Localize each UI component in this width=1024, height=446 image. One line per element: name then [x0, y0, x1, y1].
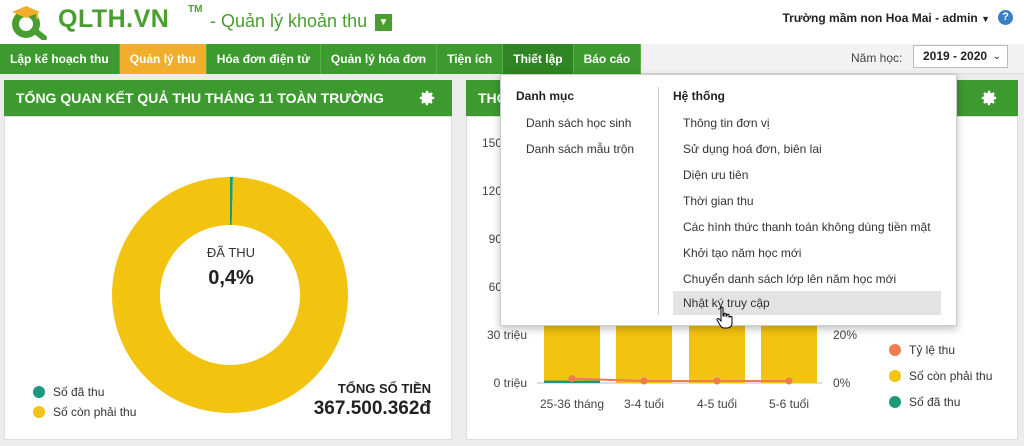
year-select[interactable]: 2019 - 2020 ⌄: [913, 45, 1008, 68]
legend-item-rate: Tỷ lệ thu: [889, 343, 955, 357]
menu-item-unit-info[interactable]: Thông tin đơn vị: [683, 116, 770, 130]
nav-item-manage-invoices[interactable]: Quản lý hóa đơn: [321, 44, 438, 74]
help-icon[interactable]: ?: [998, 10, 1013, 25]
caret-down-icon: ▼: [981, 14, 990, 24]
y-tick-label: 90: [489, 232, 503, 246]
legend-label: Số còn phải thu: [909, 369, 993, 383]
menu-item-cashless-payment[interactable]: Các hình thức thanh toán không dùng tiền…: [683, 220, 931, 234]
nav-item-reports[interactable]: Báo cáo: [574, 44, 642, 74]
y2-tick-label: 0%: [833, 376, 851, 390]
legend-label: Số đã thu: [53, 385, 105, 399]
menu-item-new-school-year[interactable]: Khởi tạo năm học mới: [683, 246, 802, 260]
legend-dot: [33, 386, 45, 398]
total-value: 367.500.362đ: [313, 398, 431, 419]
menu-item-collection-time[interactable]: Thời gian thu: [683, 194, 754, 208]
x-tick-label: 25-36 tháng: [540, 397, 604, 411]
y-tick-label: 30 triệu: [487, 328, 527, 342]
hand-cursor-icon: [716, 306, 733, 329]
y-tick-label: 150: [482, 136, 502, 150]
brand-trademark: TM: [188, 4, 203, 15]
rate-point: [713, 377, 721, 385]
donut-chart: [112, 177, 348, 413]
x-tick-label: 3-4 tuổi: [624, 397, 664, 411]
main-menu: Lập kế hoạch thu Quản lý thu Hóa đơn điệ…: [0, 44, 642, 74]
legend-label: Số đã thu: [909, 395, 961, 409]
y-tick-label: 0 triệu: [494, 376, 527, 390]
menu-item-promote-classes[interactable]: Chuyển danh sách lớp lên năm học mới: [683, 272, 897, 286]
menu-item-access-log[interactable]: Nhật ký truy cập: [673, 291, 941, 315]
gear-icon[interactable]: [418, 89, 436, 107]
legend-item-paid: Số đã thu: [889, 395, 960, 409]
chevron-down-icon: ⌄: [992, 51, 1001, 62]
user-name: - admin: [935, 11, 978, 25]
legend-dot: [889, 370, 901, 382]
overview-card-header: TỔNG QUAN KẾT QUẢ THU THÁNG 11 TOÀN TRƯỜ…: [4, 80, 452, 116]
overview-card-body: ĐÃ THU 0,4% Số đã thu Số còn phải thu TỔ…: [4, 116, 452, 440]
overview-card-title: TỔNG QUAN KẾT QUẢ THU THÁNG 11 TOÀN TRƯỜ…: [16, 90, 384, 106]
donut-center-value: 0,4%: [208, 267, 254, 289]
menu-item-merge-templates[interactable]: Danh sách mẫu trộn: [526, 142, 635, 156]
rate-point: [568, 375, 576, 383]
menu-item-invoice-usage[interactable]: Sử dụng hoá đơn, biên lai: [683, 142, 822, 156]
school-user-menu[interactable]: Trường mầm non Hoa Mai - admin ▼: [782, 11, 990, 25]
year-value: 2019 - 2020: [923, 49, 988, 63]
gear-icon[interactable]: [980, 89, 998, 107]
legend-item-remaining: Số còn phải thu: [33, 405, 136, 419]
y-tick-label: 60: [489, 280, 503, 294]
dropdown-divider: [658, 87, 659, 315]
settings-dropdown-menu: Danh mục Danh sách học sinh Danh sách mẫ…: [500, 74, 957, 326]
y2-tick-label: 20%: [833, 328, 857, 342]
donut-slice-remaining: [112, 177, 348, 413]
legend-dot: [33, 406, 45, 418]
overview-card: TỔNG QUAN KẾT QUẢ THU THÁNG 11 TOÀN TRƯỜ…: [4, 80, 452, 440]
chevron-down-icon: ▼: [378, 17, 389, 28]
y-tick-label: 120: [482, 184, 502, 198]
logo-icon[interactable]: [4, 4, 54, 40]
module-dropdown-button[interactable]: ▼: [375, 14, 392, 31]
x-tick-label: 4-5 tuổi: [697, 397, 737, 411]
x-tick-label: 5-6 tuổi: [769, 397, 809, 411]
nav-item-settings[interactable]: Thiết lập: [503, 44, 574, 74]
menu-item-priority[interactable]: Diện ưu tiên: [683, 168, 749, 182]
nav-item-utilities[interactable]: Tiện ích: [437, 44, 504, 74]
nav-bar: Lập kế hoạch thu Quản lý thu Hóa đơn điệ…: [0, 44, 1024, 74]
rate-line: [571, 377, 789, 382]
module-title: - Quản lý khoản thu: [210, 11, 368, 31]
rate-point: [640, 377, 648, 385]
rate-point: [785, 377, 793, 385]
legend-item-remaining: Số còn phải thu: [889, 369, 992, 383]
legend-dot: [889, 396, 901, 408]
menu-item-student-list[interactable]: Danh sách học sinh: [526, 116, 632, 130]
brand-name[interactable]: QLTH.VN: [58, 5, 170, 33]
legend-dot: [889, 344, 901, 356]
top-bar: QLTH.VN TM - Quản lý khoản thu ▼ Trường …: [0, 0, 1024, 44]
legend-label: Số còn phải thu: [53, 405, 137, 419]
total-label: TỔNG SỐ TIỀN: [337, 381, 431, 396]
dropdown-heading-system: Hệ thống: [673, 89, 725, 103]
legend-item-paid: Số đã thu: [33, 385, 104, 399]
nav-item-manage-fees[interactable]: Quản lý thu: [119, 44, 207, 74]
year-label: Năm học:: [851, 51, 903, 65]
nav-item-e-invoice[interactable]: Hóa đơn điện tử: [207, 44, 321, 74]
dropdown-heading-catalog: Danh mục: [516, 89, 575, 103]
school-name: Trường mầm non Hoa Mai: [782, 11, 932, 25]
nav-item-plan[interactable]: Lập kế hoạch thu: [0, 44, 120, 74]
donut-slice-paid: [230, 177, 233, 226]
legend-label: Tỷ lệ thu: [909, 343, 956, 357]
donut-center-label: ĐÃ THU: [206, 245, 256, 260]
